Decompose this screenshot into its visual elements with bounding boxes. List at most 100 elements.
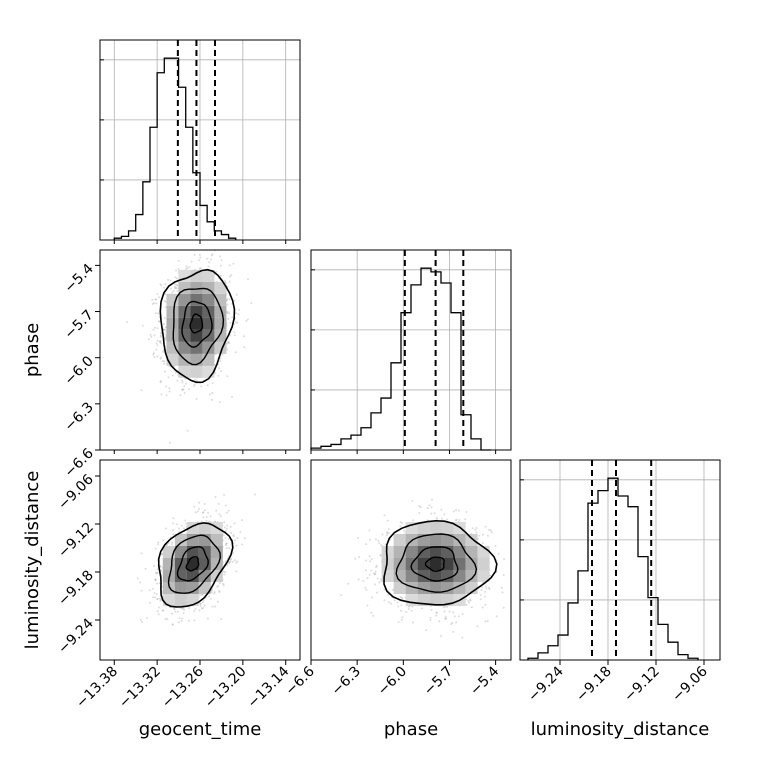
scatter-point (403, 529, 406, 532)
scatter-point (227, 317, 230, 320)
scatter-point (156, 355, 159, 358)
scatter-point (495, 615, 498, 618)
density-cell (405, 570, 418, 582)
scatter-point (164, 306, 167, 309)
panel-content (340, 498, 506, 639)
scatter-point (234, 321, 237, 324)
density-cell (453, 570, 466, 582)
scatter-point (383, 588, 386, 591)
scatter-point (399, 521, 402, 524)
scatter-point (151, 303, 154, 305)
scatter-point (233, 323, 236, 325)
scatter-point (176, 610, 179, 613)
scatter-point (453, 615, 456, 618)
scatter-point (153, 302, 156, 304)
scatter-point (171, 529, 174, 532)
scatter-point (156, 582, 159, 585)
y-axis-title-luminosity_distance: luminosity_distance (22, 471, 43, 650)
scatter-point (228, 312, 231, 315)
scatter-point (186, 429, 189, 432)
scatter-point (370, 611, 373, 614)
scatter-point (470, 606, 473, 609)
density-cell (198, 558, 211, 570)
scatter-point (502, 606, 505, 609)
scatter-point (188, 607, 191, 610)
scatter-point (233, 559, 236, 562)
scatter-point (163, 316, 166, 319)
scatter-point (201, 511, 204, 514)
scatter-point (160, 553, 163, 556)
density-cell (210, 534, 223, 546)
scatter-point (155, 593, 158, 595)
scatter-point (171, 541, 174, 544)
density-cell (190, 317, 203, 330)
scatter-point (379, 553, 382, 556)
scatter-point (220, 515, 222, 518)
scatter-point (160, 393, 163, 396)
density-cell (178, 293, 191, 306)
scatter-point (160, 356, 162, 359)
scatter-point (151, 587, 154, 590)
scatter-point (168, 390, 171, 393)
scatter-point (503, 558, 506, 560)
density-cell (178, 281, 191, 294)
scatter-point (226, 299, 228, 302)
scatter-point (214, 605, 217, 608)
scatter-point (152, 328, 155, 331)
scatter-point (157, 606, 160, 609)
scatter-point (227, 341, 230, 343)
scatter-point (155, 302, 158, 305)
scatter-point (230, 274, 233, 276)
scatter-point (177, 260, 180, 262)
scatter-point (176, 379, 179, 382)
scatter-point (428, 504, 431, 507)
scatter-point (435, 614, 438, 617)
scatter-point (205, 257, 208, 260)
scatter-point (210, 591, 213, 594)
scatter-point (174, 287, 176, 290)
scatter-point (226, 375, 229, 378)
scatter-point (200, 593, 203, 596)
density-cell (178, 317, 191, 330)
scatter-point (182, 612, 185, 615)
density-cell (186, 570, 199, 582)
scatter-point (446, 518, 449, 521)
scatter-point (481, 542, 484, 545)
scatter-point (412, 621, 414, 624)
scatter-point (480, 589, 483, 592)
scatter-point (225, 542, 228, 545)
scatter-point (180, 379, 183, 382)
scatter-point (154, 578, 157, 581)
x-axis-title-luminosity_distance: luminosity_distance (531, 719, 710, 740)
density-panel-geocent_time-luminosity_distance (99, 459, 301, 661)
scatter-point (178, 527, 181, 530)
scatter-point (199, 602, 202, 605)
scatter-point (159, 334, 162, 337)
scatter-point (170, 543, 173, 546)
scatter-point (486, 620, 489, 622)
scatter-point (224, 504, 227, 507)
scatter-point (452, 630, 455, 633)
density-cell (214, 317, 227, 330)
density-cell (381, 546, 394, 558)
scatter-point (211, 392, 214, 394)
scatter-point (207, 511, 209, 514)
scatter-point (419, 506, 422, 509)
scatter-point (418, 505, 421, 508)
scatter-point (228, 342, 230, 345)
scatter-point (171, 291, 174, 294)
density-cell (393, 534, 406, 546)
scatter-point (210, 254, 213, 257)
scatter-point (184, 519, 187, 522)
scatter-point (471, 527, 474, 530)
scatter-point (227, 341, 230, 344)
scatter-point (235, 544, 238, 547)
scatter-point (152, 352, 155, 355)
scatter-point (232, 552, 235, 555)
scatter-point (430, 512, 433, 515)
scatter-point (173, 607, 176, 610)
scatter-point (157, 541, 160, 544)
scatter-point (164, 338, 167, 341)
scatter-point (156, 568, 159, 571)
scatter-point (202, 511, 205, 514)
